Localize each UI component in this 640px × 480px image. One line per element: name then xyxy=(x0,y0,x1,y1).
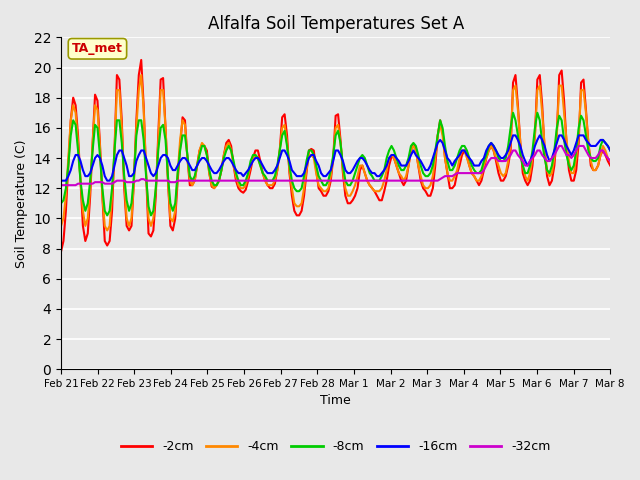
-8cm xyxy=(509,110,517,116)
-8cm xyxy=(570,163,578,168)
-32cm xyxy=(288,178,296,183)
-32cm xyxy=(108,181,116,187)
-4cm xyxy=(111,147,118,153)
-8cm xyxy=(607,147,614,153)
-4cm xyxy=(293,204,301,209)
-16cm xyxy=(288,167,296,173)
-16cm xyxy=(57,178,65,183)
-4cm xyxy=(138,72,145,78)
-32cm xyxy=(485,158,493,164)
-16cm xyxy=(337,152,344,158)
-4cm xyxy=(570,170,578,176)
-2cm xyxy=(291,208,298,214)
-4cm xyxy=(607,158,614,164)
-32cm xyxy=(556,143,563,149)
-16cm xyxy=(568,152,575,158)
-8cm xyxy=(310,152,317,158)
-8cm xyxy=(111,147,118,153)
-2cm xyxy=(138,57,145,63)
Title: Alfalfa Soil Temperatures Set A: Alfalfa Soil Temperatures Set A xyxy=(207,15,464,33)
-2cm xyxy=(108,208,116,214)
-32cm xyxy=(57,182,65,188)
Y-axis label: Soil Temperature (C): Soil Temperature (C) xyxy=(15,139,28,267)
-8cm xyxy=(291,185,298,191)
-4cm xyxy=(104,228,111,233)
-2cm xyxy=(57,249,65,254)
-4cm xyxy=(342,185,349,191)
-16cm xyxy=(607,147,614,153)
Line: -32cm: -32cm xyxy=(61,146,611,185)
-4cm xyxy=(312,170,320,176)
Line: -16cm: -16cm xyxy=(61,135,611,180)
-2cm xyxy=(568,178,575,183)
Legend: -2cm, -4cm, -8cm, -16cm, -32cm: -2cm, -4cm, -8cm, -16cm, -32cm xyxy=(116,435,556,458)
-8cm xyxy=(339,163,347,168)
-16cm xyxy=(307,152,315,158)
-2cm xyxy=(310,147,317,153)
Line: -8cm: -8cm xyxy=(61,113,611,216)
-32cm xyxy=(607,158,614,164)
-4cm xyxy=(490,147,497,153)
Text: TA_met: TA_met xyxy=(72,42,123,55)
-16cm xyxy=(108,173,116,179)
-8cm xyxy=(104,213,111,218)
-32cm xyxy=(307,178,315,183)
-2cm xyxy=(607,163,614,168)
-4cm xyxy=(57,223,65,229)
-8cm xyxy=(57,200,65,206)
-16cm xyxy=(509,132,517,138)
Line: -2cm: -2cm xyxy=(61,60,611,252)
-8cm xyxy=(487,140,495,146)
-32cm xyxy=(568,155,575,161)
X-axis label: Time: Time xyxy=(320,395,351,408)
-2cm xyxy=(339,170,347,176)
-16cm xyxy=(485,143,493,149)
Line: -4cm: -4cm xyxy=(61,75,611,230)
-32cm xyxy=(337,178,344,183)
-2cm xyxy=(487,143,495,149)
